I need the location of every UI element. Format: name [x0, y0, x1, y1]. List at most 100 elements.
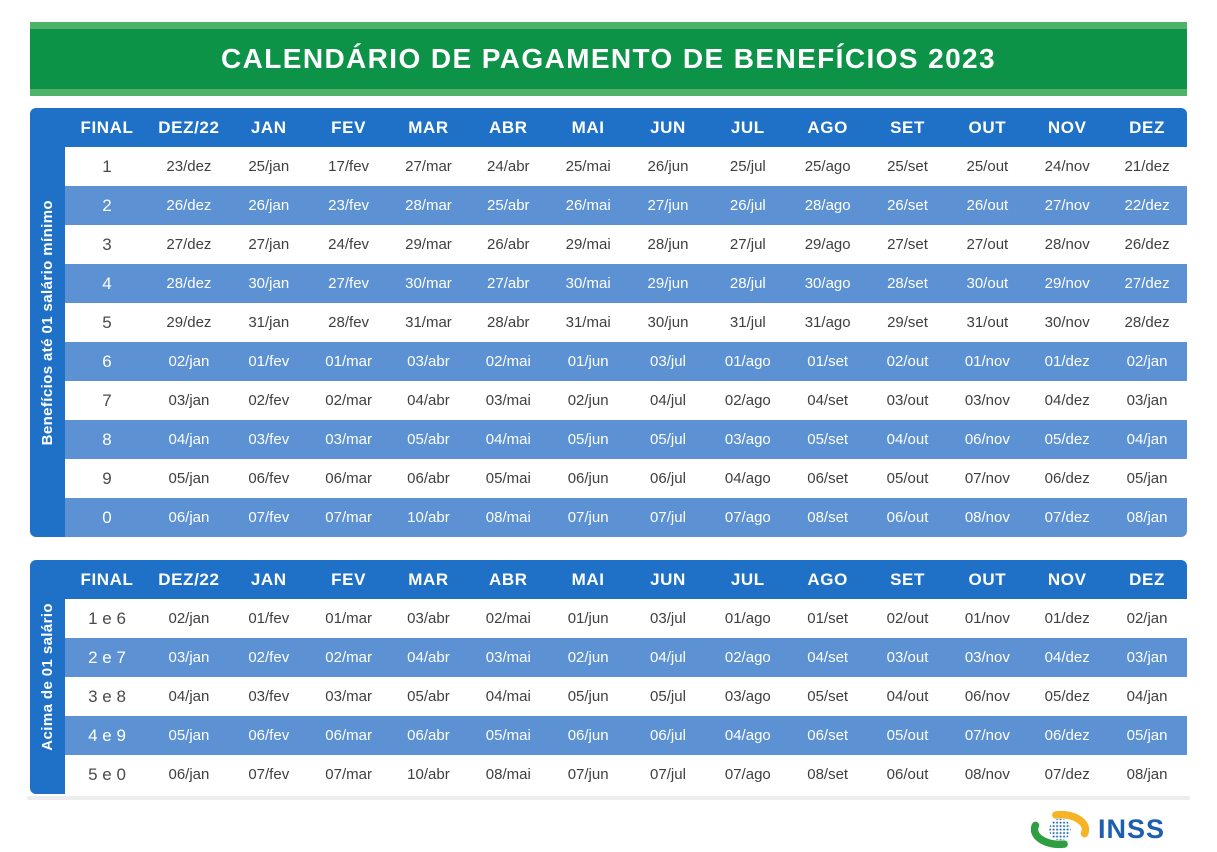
- date-cell: 08/jan: [1107, 755, 1187, 794]
- date-cell: 03/jul: [628, 342, 708, 381]
- date-cell: 08/jan: [1107, 498, 1187, 537]
- date-cell: 28/dez: [1107, 303, 1187, 342]
- date-cell: 01/set: [787, 342, 868, 381]
- date-cell: 03/ago: [707, 677, 788, 716]
- page: CALENDÁRIO DE PAGAMENTO DE BENEFÍCIOS 20…: [0, 22, 1217, 849]
- column-header: DEZ: [1107, 560, 1187, 599]
- date-cell: 03/fev: [228, 677, 309, 716]
- date-cell: 07/dez: [1027, 755, 1108, 794]
- date-cell: 28/abr: [468, 303, 549, 342]
- date-cell: 29/dez: [149, 303, 229, 342]
- date-cell: 27/abr: [468, 264, 549, 303]
- final-cell: 8: [65, 420, 149, 459]
- column-header: JAN: [228, 108, 309, 147]
- column-header: DEZ: [1107, 108, 1187, 147]
- date-cell: 03/ago: [707, 420, 788, 459]
- payment-table-acima-1-salario: FINAL DEZ/22 JAN FEV MAR ABR MAI JUN JUL AGO SET OU…: [65, 560, 1187, 794]
- date-cell: 01/ago: [707, 342, 788, 381]
- date-cell: 27/set: [867, 225, 948, 264]
- date-cell: 28/ago: [787, 186, 868, 225]
- table-row: 6 02/jan 01/fev 01/mar 03/abr 02/mai 01/jun 03/…: [65, 342, 1187, 381]
- date-cell: 07/jul: [628, 498, 708, 537]
- date-cell: 28/mar: [388, 186, 469, 225]
- column-header: ABR: [468, 560, 549, 599]
- date-cell: 21/dez: [1107, 147, 1187, 186]
- date-cell: 01/mar: [308, 599, 389, 638]
- inss-globe-icon: [1030, 810, 1089, 849]
- date-cell: 02/jan: [1107, 599, 1187, 638]
- date-cell: 06/abr: [388, 716, 469, 755]
- date-cell: 06/fev: [228, 459, 309, 498]
- table-row: 9 05/jan 06/fev 06/mar 06/abr 05/mai 06/jun 06/…: [65, 459, 1187, 498]
- date-cell: 05/abr: [388, 420, 469, 459]
- date-cell: 03/jul: [628, 599, 708, 638]
- date-cell: 01/fev: [228, 599, 309, 638]
- date-cell: 29/jun: [628, 264, 708, 303]
- final-cell: 9: [65, 459, 149, 498]
- date-cell: 26/mai: [548, 186, 629, 225]
- date-cell: 05/dez: [1027, 420, 1108, 459]
- date-cell: 23/fev: [308, 186, 389, 225]
- date-cell: 08/nov: [947, 498, 1028, 537]
- date-cell: 02/mar: [308, 381, 389, 420]
- date-cell: 30/ago: [787, 264, 868, 303]
- date-cell: 24/nov: [1027, 147, 1108, 186]
- final-cell: 0: [65, 498, 149, 537]
- final-cell: 3: [65, 225, 149, 264]
- table-row: 1 23/dez 25/jan 17/fev 27/mar 24/abr 25/mai 26/…: [65, 147, 1187, 186]
- page-title: CALENDÁRIO DE PAGAMENTO DE BENEFÍCIOS 20…: [221, 43, 996, 74]
- date-cell: 02/fev: [228, 381, 309, 420]
- date-cell: 06/jun: [548, 716, 629, 755]
- date-cell: 02/jan: [149, 599, 229, 638]
- date-cell: 29/set: [867, 303, 948, 342]
- date-cell: 02/mai: [468, 599, 549, 638]
- date-cell: 26/jan: [228, 186, 309, 225]
- date-cell: 06/jul: [628, 716, 708, 755]
- date-cell: 27/jul: [707, 225, 788, 264]
- date-cell: 07/fev: [228, 498, 309, 537]
- date-cell: 08/nov: [947, 755, 1028, 794]
- table-row: 3 e 8 04/jan 03/fev 03/mar 05/abr 04/mai 05/ju…: [65, 677, 1187, 716]
- date-cell: 02/fev: [228, 638, 309, 677]
- date-cell: 06/abr: [388, 459, 469, 498]
- date-cell: 26/dez: [149, 186, 229, 225]
- date-cell: 07/jun: [548, 498, 629, 537]
- date-cell: 04/ago: [707, 459, 788, 498]
- date-cell: 03/mai: [468, 381, 549, 420]
- date-cell: 08/set: [787, 755, 868, 794]
- date-cell: 04/out: [867, 420, 948, 459]
- date-cell: 30/jan: [228, 264, 309, 303]
- date-cell: 02/out: [867, 342, 948, 381]
- date-cell: 02/ago: [707, 638, 788, 677]
- date-cell: 30/jun: [628, 303, 708, 342]
- date-cell: 06/dez: [1027, 716, 1108, 755]
- date-cell: 25/set: [867, 147, 948, 186]
- table-row: 1 e 6 02/jan 01/fev 01/mar 03/abr 02/mai 01/ju…: [65, 599, 1187, 638]
- date-cell: 27/dez: [149, 225, 229, 264]
- date-cell: 17/fev: [308, 147, 389, 186]
- date-cell: 01/ago: [707, 599, 788, 638]
- date-cell: 06/out: [867, 498, 948, 537]
- date-cell: 04/abr: [388, 381, 469, 420]
- table2-side-strip: Acima de 01 salário: [30, 560, 65, 794]
- table-row: 2 e 7 03/jan 02/fev 02/mar 04/abr 03/mai 02/ju…: [65, 638, 1187, 677]
- date-cell: 27/nov: [1027, 186, 1108, 225]
- date-cell: 06/nov: [947, 420, 1028, 459]
- date-cell: 05/mai: [468, 459, 549, 498]
- table-row: 5 e 0 06/jan 07/fev 07/mar 10/abr 08/mai 07/ju…: [65, 755, 1187, 794]
- date-cell: 26/jun: [628, 147, 708, 186]
- column-header: MAI: [548, 560, 629, 599]
- date-cell: 01/dez: [1027, 599, 1108, 638]
- date-cell: 06/jan: [149, 755, 229, 794]
- header-row: FINAL DEZ/22 JAN FEV MAR ABR MAI JUN JUL AGO SET OU…: [65, 108, 1187, 147]
- date-cell: 28/dez: [149, 264, 229, 303]
- date-cell: 27/out: [947, 225, 1028, 264]
- date-cell: 31/jul: [707, 303, 788, 342]
- column-header: DEZ/22: [149, 560, 229, 599]
- date-cell: 01/set: [787, 599, 868, 638]
- date-cell: 05/jul: [628, 677, 708, 716]
- final-cell: 2: [65, 186, 149, 225]
- column-header: FINAL: [65, 560, 149, 599]
- date-cell: 06/fev: [228, 716, 309, 755]
- date-cell: 08/mai: [468, 498, 549, 537]
